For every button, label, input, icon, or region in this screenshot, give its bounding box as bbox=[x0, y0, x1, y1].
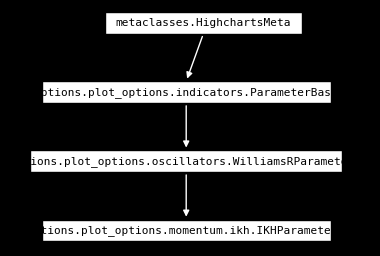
Text: options.plot_options.indicators.ParameterBase: options.plot_options.indicators.Paramete… bbox=[34, 87, 338, 98]
FancyBboxPatch shape bbox=[42, 81, 331, 103]
FancyBboxPatch shape bbox=[30, 151, 342, 172]
Text: options.plot_options.oscillators.WilliamsRParameters: options.plot_options.oscillators.William… bbox=[11, 156, 362, 167]
Text: metaclasses.HighchartsMeta: metaclasses.HighchartsMeta bbox=[116, 18, 291, 28]
Text: options.plot_options.momentum.ikh.IKHParameters: options.plot_options.momentum.ikh.IKHPar… bbox=[28, 225, 345, 236]
FancyBboxPatch shape bbox=[42, 220, 331, 241]
FancyBboxPatch shape bbox=[105, 12, 302, 34]
